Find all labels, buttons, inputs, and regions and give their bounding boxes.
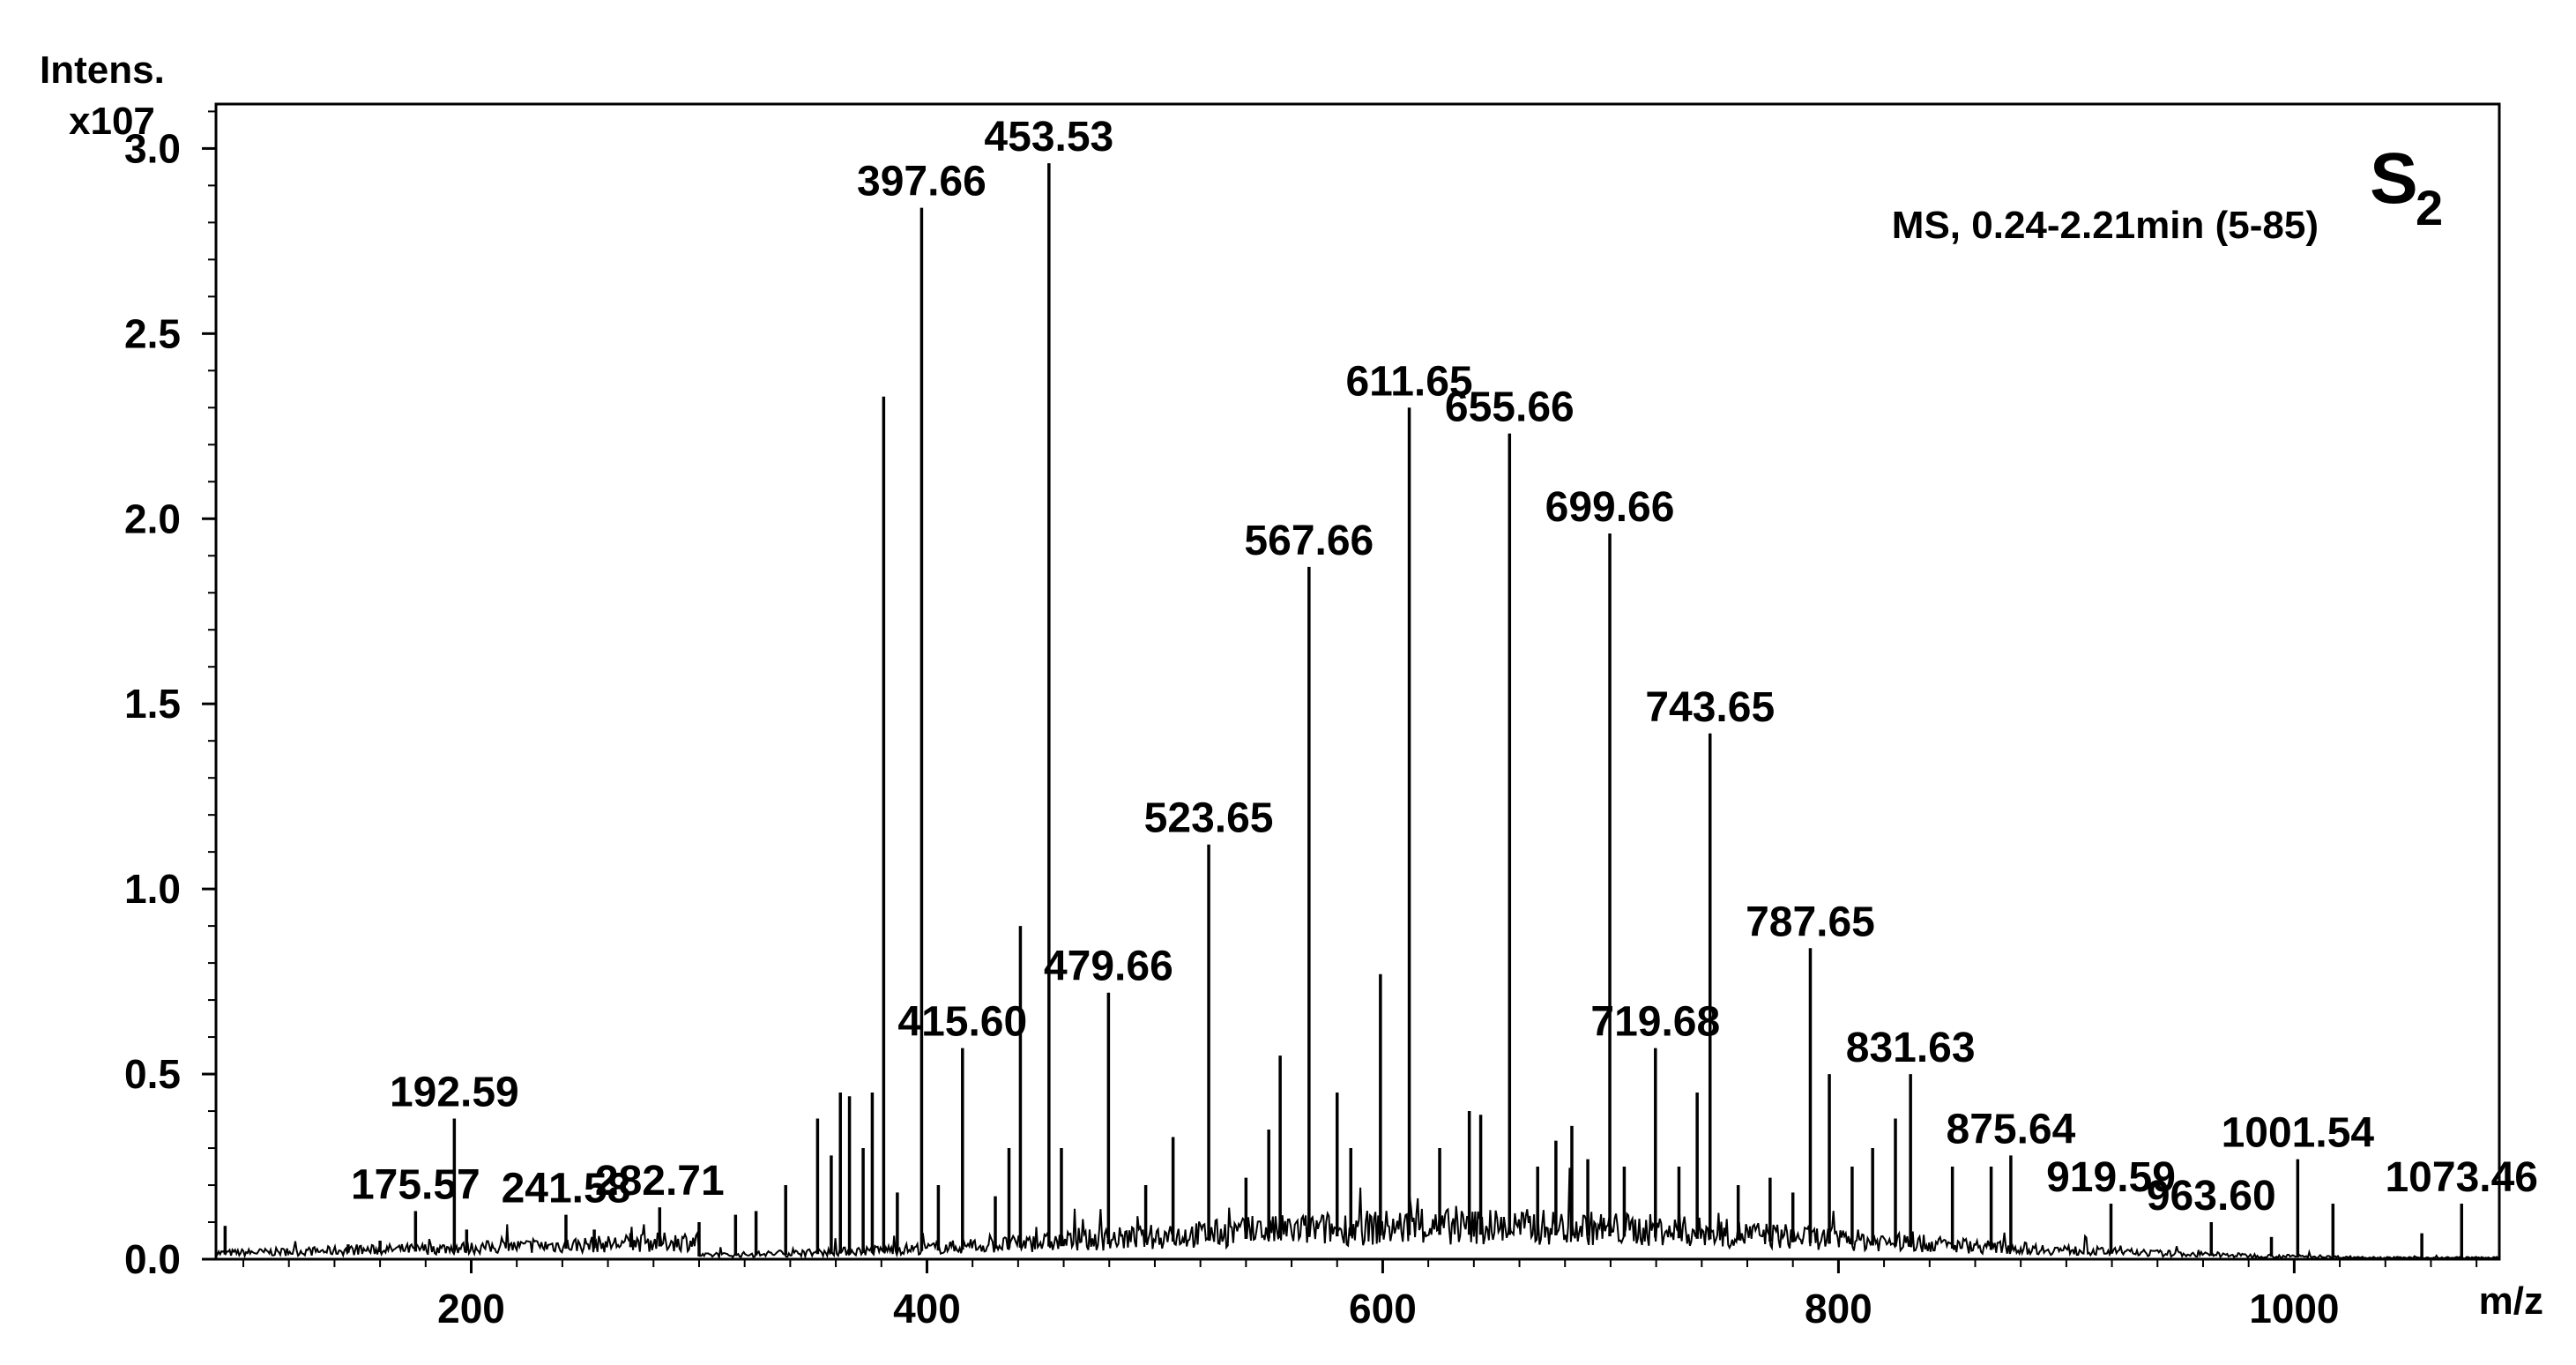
peak-label: 699.66 — [1545, 484, 1675, 531]
sample-label: S 2 — [2370, 138, 2443, 235]
y-tick-label: 3.0 — [124, 125, 181, 171]
peak-label: 875.64 — [1947, 1106, 2076, 1152]
peak-label: 567.66 — [1244, 518, 1374, 564]
peak-label: 192.59 — [390, 1069, 519, 1115]
baseline-noise — [215, 1167, 2498, 1261]
y-tick-label: 1.0 — [124, 866, 181, 912]
peak-label: 743.65 — [1645, 684, 1775, 731]
peak-label: 479.66 — [1044, 944, 1173, 990]
peak-label: 453.53 — [984, 114, 1113, 160]
peak-label: 831.63 — [1846, 1025, 1976, 1071]
x-tick-label: 800 — [1805, 1286, 1872, 1331]
x-axis-label: m/z — [2479, 1279, 2543, 1323]
peak-label: 282.71 — [595, 1158, 725, 1205]
y-tick-label: 1.5 — [124, 681, 181, 727]
peak-label: 611.65 — [1345, 358, 1472, 405]
plot-border — [214, 102, 2501, 1261]
x-tick-label: 1000 — [2249, 1286, 2339, 1331]
y-axis-ticks: 0.0 0.5 1.0 1.5 2.0 2.5 3.0 — [124, 110, 216, 1282]
peak-label: 241.58 — [502, 1166, 631, 1212]
peak-label: 655.66 — [1445, 384, 1575, 431]
peak-label: 787.65 — [1746, 899, 1875, 945]
peak-label: 397.66 — [857, 159, 986, 205]
x-tick-label: 200 — [437, 1286, 505, 1331]
peak-label: 523.65 — [1144, 795, 1274, 842]
peak-label: 1001.54 — [2222, 1110, 2375, 1157]
peak-label: 963.60 — [2147, 1173, 2276, 1220]
spectrum-trace — [215, 163, 2498, 1261]
y-tick-label: 0.0 — [124, 1236, 181, 1282]
peak-label: 1073.46 — [2385, 1154, 2538, 1201]
y-axis-label: Intens. — [40, 48, 165, 92]
y-tick-label: 2.0 — [124, 496, 181, 541]
peak-label: 719.68 — [1590, 999, 1720, 1046]
peak-label: 919.59 — [2046, 1154, 2176, 1201]
sample-label-main: S — [2370, 138, 2418, 219]
sample-label-subscript: 2 — [2416, 180, 2443, 235]
y-tick-label: 2.5 — [124, 310, 181, 356]
x-tick-label: 400 — [893, 1286, 961, 1331]
y-tick-label: 0.5 — [124, 1051, 181, 1097]
peak-label: 415.60 — [897, 999, 1027, 1046]
x-axis-ticks: 200 400 600 800 1000 — [242, 1259, 2478, 1331]
plot-frame — [214, 102, 2501, 1261]
y-axis-multiplier: x107 — [69, 100, 155, 143]
peak-label: 175.57 — [351, 1161, 480, 1208]
x-tick-label: 600 — [1349, 1286, 1417, 1331]
y-axis-title: Intens. x107 — [40, 48, 165, 143]
acquisition-annotation: MS, 0.24-2.21min (5-85) — [1892, 204, 2319, 247]
